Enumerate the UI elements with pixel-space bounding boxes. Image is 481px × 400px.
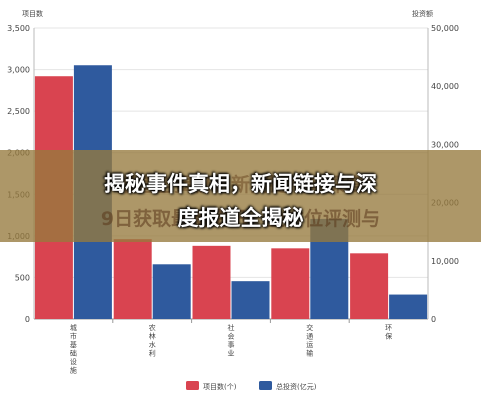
category-label: 城市基础设施 (70, 324, 77, 375)
right-axis-title: 投资额 (412, 9, 433, 18)
banner-ghost-text-1: 报道全揭秘，新闻链接与深度 (116, 174, 364, 196)
category-label: 社会事业 (228, 323, 235, 358)
category-label: 交通运输 (306, 323, 313, 358)
banner-headline-line-2: 度报道全揭秘 (177, 206, 304, 230)
right-tick-label: 50,000 (431, 24, 459, 33)
right-tick-label: 40,000 (431, 82, 459, 91)
right-tick-label: 0 (431, 315, 436, 324)
left-tick-label: 2,500 (7, 107, 30, 116)
left-tick-label: 3,000 (7, 66, 30, 75)
bar-project-count-2 (192, 245, 231, 319)
legend-label: 总投资(亿元) (276, 382, 317, 391)
bar-project-count-1 (113, 239, 152, 319)
legend-swatch (186, 381, 199, 390)
category-labels: 城市基础设施 农林水利 社会事业 交通运输 环保 (70, 319, 392, 375)
banner-ghost-text-2: 9日获取最新资讯，全方位评测与 (100, 208, 381, 230)
legend: 项目数(个) 总投资(亿元) (186, 381, 317, 391)
left-tick-label: 0 (25, 315, 30, 324)
banner-headline-line-1: 揭秘事件真相，新闻链接与深 (104, 172, 377, 196)
category-label: 农林水利 (149, 323, 156, 358)
headline-banner: 报道全揭秘，新闻链接与深度 9日获取最新资讯，全方位评测与 揭秘事件真相，新闻链… (0, 150, 481, 242)
bar-project-count-3 (271, 248, 310, 319)
bar-investment-4 (389, 294, 428, 319)
right-tick-label: 30,000 (431, 140, 459, 149)
left-tick-label: 500 (15, 273, 30, 282)
left-tick-label: 3,500 (7, 24, 30, 33)
right-tick-label: 10,000 (431, 257, 459, 266)
category-label: 环保 (385, 324, 392, 341)
legend-swatch (259, 381, 272, 390)
bar-project-count-4 (350, 253, 389, 319)
bar-investment-2 (231, 281, 270, 319)
left-axis-title: 项目数 (22, 9, 43, 18)
legend-label: 项目数(个) (203, 382, 237, 391)
bar-investment-1 (152, 264, 191, 319)
